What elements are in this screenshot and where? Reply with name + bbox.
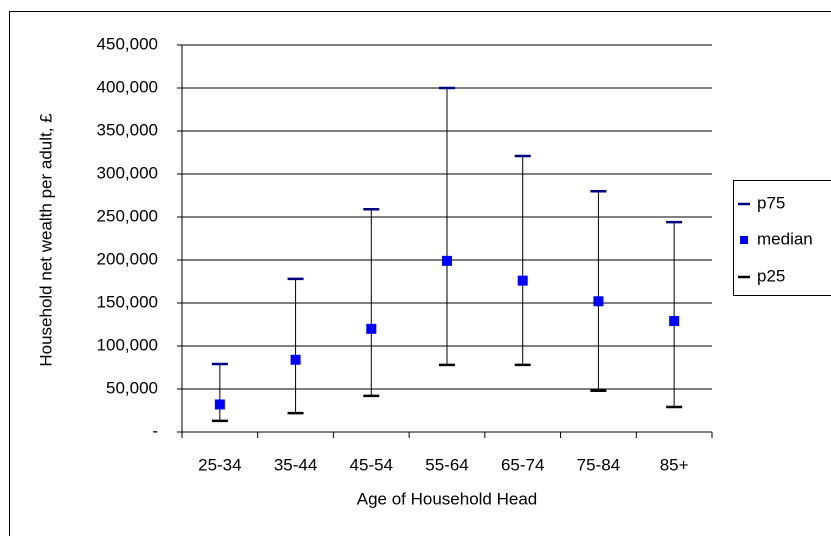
y-tick-label: 300,000	[97, 163, 158, 182]
median-marker	[214, 399, 225, 410]
x-tick-label: 65-74	[501, 455, 544, 474]
y-tick-label: 400,000	[97, 77, 158, 96]
y-tick-label: 100,000	[97, 335, 158, 354]
legend-label: p25	[757, 266, 785, 285]
x-axis-title: Age of Household Head	[357, 489, 538, 508]
y-tick-label: 150,000	[97, 292, 158, 311]
x-tick-label: 45-54	[350, 455, 393, 474]
y-tick-label: 50,000	[106, 378, 158, 397]
median-marker	[669, 316, 680, 327]
legend-label: median	[757, 229, 813, 248]
legend-swatch	[740, 236, 748, 244]
y-tick-label: 450,000	[97, 34, 158, 53]
y-tick-label: 350,000	[97, 120, 158, 139]
x-tick-label: 85+	[660, 455, 689, 474]
legend-label: p75	[757, 193, 785, 212]
median-marker	[442, 255, 452, 266]
x-tick-label: 35-44	[274, 455, 317, 474]
median-marker	[517, 275, 528, 286]
chart-frame	[9, 11, 831, 536]
median-marker	[290, 354, 301, 365]
y-axis-title: Household net wealth per adult, £	[36, 113, 55, 367]
x-tick-label: 75-84	[577, 455, 620, 474]
y-tick-label: 200,000	[97, 249, 158, 268]
median-marker	[366, 323, 377, 334]
y-tick-label: -	[152, 421, 158, 440]
median-marker	[593, 296, 604, 307]
x-tick-label: 55-64	[425, 455, 468, 474]
x-tick-label: 25-34	[198, 455, 241, 474]
y-tick-label: 250,000	[97, 206, 158, 225]
